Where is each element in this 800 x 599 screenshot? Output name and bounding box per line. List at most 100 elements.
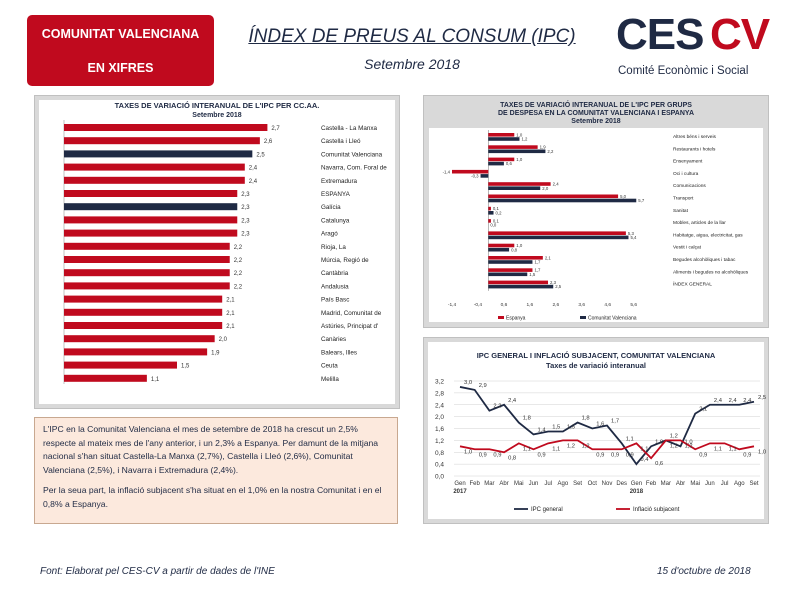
point-label: 1,0 [758,449,766,455]
chart-grups-title-1: TAXES DE VARIACIÓ INTERANUAL DE L'IPC PE… [500,100,692,109]
x-tick-label: Feb [470,481,481,487]
point-label: 1,8 [582,416,590,422]
bar-value-label: 2,3 [241,218,250,224]
x-tick-label: Ago [558,481,569,487]
bar-value-label: 1,9 [540,145,547,150]
point-label: 1,8 [523,416,531,422]
bar-value-label: 0,1 [493,206,500,211]
category-label: Astúries, Principat d' [321,323,378,330]
x-tick-label: Set [749,481,758,487]
y-tick-label: 2,4 [435,402,444,409]
y-tick-label: 2,0 [435,414,444,421]
chart-ccaa-subtitle: Setembre 2018 [192,112,242,119]
chart-ccaa-plot-bg [39,100,395,404]
point-label: 2,5 [758,395,766,401]
category-label: Ceuta [321,363,338,370]
x-tick-label: 1,6 [527,302,534,308]
category-label: Altres béns i serveis [673,134,717,140]
espanya-bar-3 [452,169,489,174]
x-tick-label: 2,6 [552,302,559,308]
chart-ipc-plot-bg [428,342,764,519]
bar-value-label: 2,2 [547,149,554,154]
bar-value-label: 0,0 [490,223,497,228]
point-label: 1,1 [552,446,560,452]
bar-value-label: 2,1 [545,255,552,260]
bar-value-label: 2,6 [264,139,273,145]
x-tick-label: 4,6 [604,302,611,308]
chart-ipc-title: IPC GENERAL I INFLACIÓ SUBJACENT, COMUNI… [477,351,716,360]
point-label: 0,9 [626,452,634,458]
espanya-bar-0 [488,133,515,137]
x-tick-label: 0,6 [501,302,508,308]
x-year-label: 2018 [630,489,644,495]
bar-15 [64,322,223,329]
chart-ipc-panel: IPC GENERAL I INFLACIÓ SUBJACENT, COMUNI… [423,337,769,524]
cv-bar-8 [488,235,629,240]
category-label: Castella - La Manxa [321,125,377,132]
page-subtitle: Setembre 2018 [364,56,460,72]
bar-value-label: 1,7 [534,268,541,273]
bar-4 [64,176,245,184]
bar-value-label: 2,0 [542,186,549,191]
bar-value-label: 5,3 [628,231,635,236]
point-label: 0,6 [655,461,663,467]
category-label: Comunitat Valenciana [321,151,383,158]
x-tick-label: Mar [661,481,671,487]
category-label: Aliments i begudes no alcohòliques [673,269,749,275]
category-label: Transport [673,196,694,202]
legend-swatch-espanya [498,316,504,319]
bar-value-label: 2,4 [249,179,258,185]
category-label: Ensenyament [673,159,703,165]
point-label: 2,2 [493,404,501,410]
x-tick-label: Mai [514,481,524,487]
bar-value-label: 2,3 [550,280,557,285]
espanya-bar-6 [488,206,491,211]
point-label: 0,8 [508,455,516,461]
x-tick-label: Mar [484,481,494,487]
point-label: 1,2 [582,443,590,449]
category-label: Habitatge, aigua, electricitat, gas [673,232,743,238]
cv-bar-1 [488,149,546,154]
bar-value-label: 1,1 [151,377,160,383]
summary-paragraph-1: L'IPC en la Comunitat Valenciana el mes … [43,424,379,475]
bar-value-label: 2,4 [249,166,258,172]
chart-ipc-subtitle: Taxes de variació interanual [546,361,646,370]
bar-value-label: 1,9 [211,350,220,356]
bar-value-label: 2,2 [234,245,243,251]
logo-cv: CV [710,10,770,59]
chart-ccaa-title: TAXES DE VARIACIÓ INTERANUAL DE L'IPC PE… [115,101,320,110]
cv-bar-5 [488,198,637,203]
category-label: Galícia [321,204,341,211]
point-label: 1,1 [729,446,737,452]
x-tick-label: Nov [602,481,613,487]
category-label: Extremadura [321,178,358,185]
point-label: 0,4 [640,457,649,463]
category-label: Cantàbria [321,270,349,277]
point-label: 0,9 [538,452,546,458]
point-label: 1,0 [464,449,472,455]
espanya-bar-12 [488,280,549,285]
bar-value-label: 2,3 [241,205,250,211]
bar-0 [64,124,268,131]
point-label: 1,0 [685,439,693,445]
bar-value-label: 1,5 [529,272,536,277]
point-label: 0,9 [699,452,707,458]
bar-6 [64,203,238,211]
chart-ipc-line: IPC GENERAL I INFLACIÓ SUBJACENT, COMUNI… [428,342,766,519]
bar-value-label: 2,4 [553,182,560,187]
x-tick-label: Abr [499,481,508,487]
bar-value-label: 1,2 [521,137,528,142]
x-tick-label: Mai [690,481,700,487]
x-year-label: 2017 [453,489,467,495]
espanya-bar-8 [488,231,626,235]
bar-1 [64,137,260,145]
bar-value-label: 0,2 [496,210,503,215]
legend-swatch-cv [580,316,586,319]
bar-17 [64,348,208,356]
bar-value-label: 2,7 [271,126,280,132]
espanya-bar-10 [488,256,543,260]
chart-grups: TAXES DE VARIACIÓ INTERANUAL DE L'IPC PE… [429,100,763,322]
x-tick-label: Des [616,481,627,487]
bar-value-label: 2,2 [234,271,243,277]
espanya-bar-4 [488,182,551,186]
